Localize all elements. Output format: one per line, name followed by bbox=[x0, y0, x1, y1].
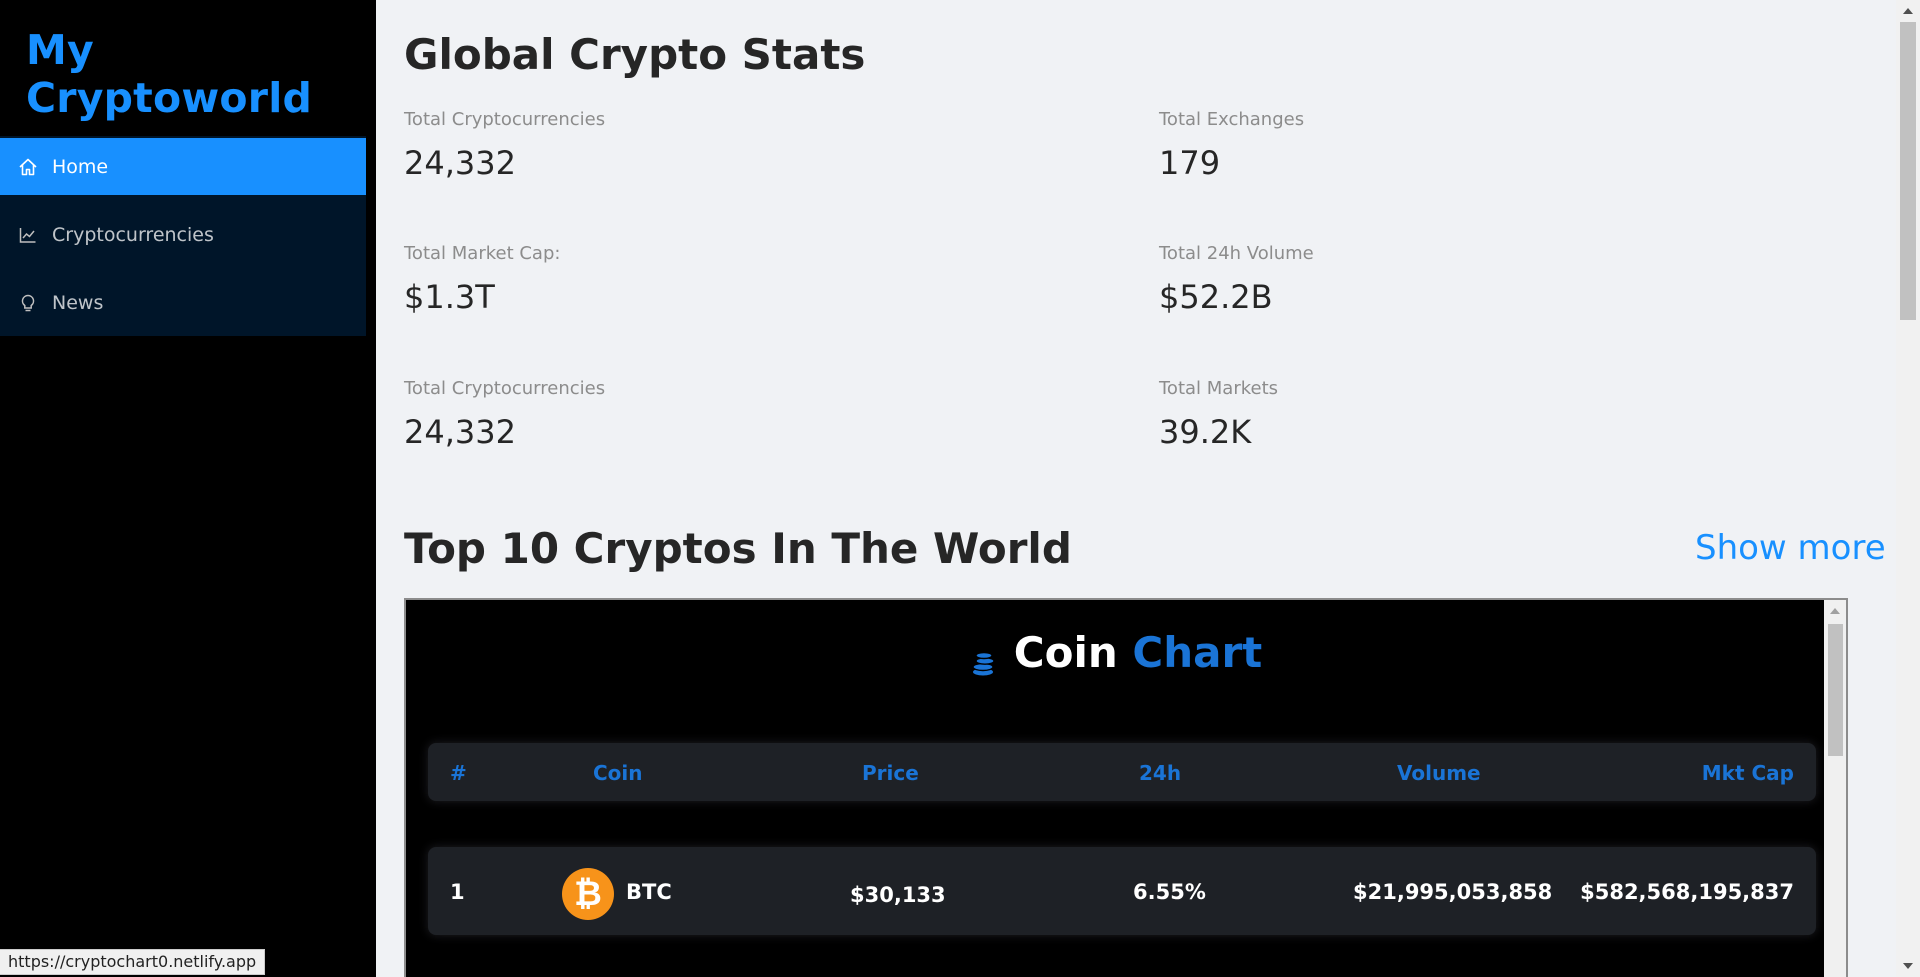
sidebar: My Cryptoworld Home Cryptocurrencies New… bbox=[0, 0, 376, 977]
stat-total-cryptocurrencies-2: Total Cryptocurrencies 24,332 bbox=[404, 378, 605, 451]
page-scrollbar[interactable] bbox=[1896, 0, 1920, 977]
coin-table-header: # Coin Price 24h Volume Mkt Cap bbox=[428, 743, 1816, 801]
stat-label: Total Markets bbox=[1159, 378, 1279, 399]
stat-value: $1.3T bbox=[404, 278, 495, 316]
nav-item-cryptocurrencies[interactable]: Cryptocurrencies bbox=[0, 206, 366, 263]
stat-label: Total Cryptocurrencies bbox=[404, 109, 606, 130]
coin-chart-title-accent: Chart bbox=[1132, 628, 1263, 677]
scroll-up-icon[interactable] bbox=[1903, 8, 1913, 14]
coin-chart-frame[interactable]: Coin Chart # Coin Price 24h Volume Mkt C… bbox=[404, 598, 1848, 977]
coin-table-row[interactable]: 1 ₿ BTC $30,133 6.55% $21,995,053,858 $5… bbox=[428, 847, 1816, 935]
bitcoin-icon: ₿ bbox=[562, 868, 614, 920]
scroll-up-icon[interactable] bbox=[1830, 608, 1840, 614]
page-title: Global Crypto Stats bbox=[404, 30, 866, 79]
coin-chart-scrollbar[interactable] bbox=[1824, 600, 1846, 977]
column-header-price: Price bbox=[862, 761, 919, 785]
nav-item-news[interactable]: News bbox=[0, 274, 366, 331]
coin-rank: 1 bbox=[450, 880, 465, 904]
nav-item-label: News bbox=[52, 291, 104, 314]
stat-value: 39.2K bbox=[1159, 413, 1252, 451]
stat-total-24h-volume: Total 24h Volume $52.2B bbox=[1159, 243, 1314, 316]
scroll-down-icon[interactable] bbox=[1903, 963, 1913, 969]
coin-market-cap: $582,568,195,837 bbox=[1580, 880, 1794, 904]
stat-total-exchanges: Total Exchanges 179 bbox=[1159, 109, 1304, 182]
scrollbar-thumb[interactable] bbox=[1900, 22, 1916, 320]
nav-item-label: Home bbox=[52, 155, 109, 178]
coin-symbol: BTC bbox=[626, 880, 672, 904]
main-content: Global Crypto Stats Total Cryptocurrenci… bbox=[376, 0, 1896, 977]
coin-price: $30,133 bbox=[850, 883, 946, 907]
stat-total-markets: Total Markets 39.2K bbox=[1159, 378, 1278, 451]
stat-total-cryptocurrencies: Total Cryptocurrencies 24,332 bbox=[404, 109, 605, 182]
column-header-volume: Volume bbox=[1397, 761, 1481, 785]
coins-icon bbox=[970, 638, 996, 675]
coin-chart-title-main: Coin bbox=[1013, 628, 1118, 677]
line-chart-icon bbox=[18, 225, 38, 245]
stat-total-market-cap: Total Market Cap: $1.3T bbox=[404, 243, 560, 316]
bulb-icon bbox=[18, 293, 38, 313]
stat-value: 179 bbox=[1159, 144, 1221, 182]
stat-value: 24,332 bbox=[404, 144, 516, 182]
stat-label: Total Exchanges bbox=[1159, 109, 1305, 130]
top-cryptos-heading: Top 10 Cryptos In The World bbox=[404, 524, 1072, 573]
coin-chart-title: Coin Chart bbox=[406, 628, 1826, 677]
status-bar-url: https://cryptochart0.netlify.app bbox=[0, 949, 266, 975]
stat-value: $52.2B bbox=[1159, 278, 1273, 316]
nav-item-home[interactable]: Home bbox=[0, 138, 366, 195]
home-icon bbox=[18, 157, 38, 177]
column-header-mkt-cap: Mkt Cap bbox=[1701, 761, 1794, 785]
nav-item-label: Cryptocurrencies bbox=[52, 223, 214, 246]
stat-label: Total 24h Volume bbox=[1159, 243, 1314, 264]
column-header-coin: Coin bbox=[593, 761, 643, 785]
stat-value: 24,332 bbox=[404, 413, 516, 451]
scrollbar-thumb[interactable] bbox=[1828, 624, 1843, 756]
column-header-24h: 24h bbox=[1139, 761, 1182, 785]
nav-menu: Home Cryptocurrencies News bbox=[0, 136, 366, 336]
column-header-rank: # bbox=[450, 761, 467, 785]
coin-volume: $21,995,053,858 bbox=[1353, 880, 1553, 904]
stat-label: Total Cryptocurrencies bbox=[404, 378, 606, 399]
app-logo[interactable]: My Cryptoworld bbox=[26, 26, 313, 122]
stat-label: Total Market Cap: bbox=[404, 243, 561, 264]
show-more-link[interactable]: Show more bbox=[1695, 528, 1886, 568]
coin-change-24h: 6.55% bbox=[1133, 880, 1206, 904]
